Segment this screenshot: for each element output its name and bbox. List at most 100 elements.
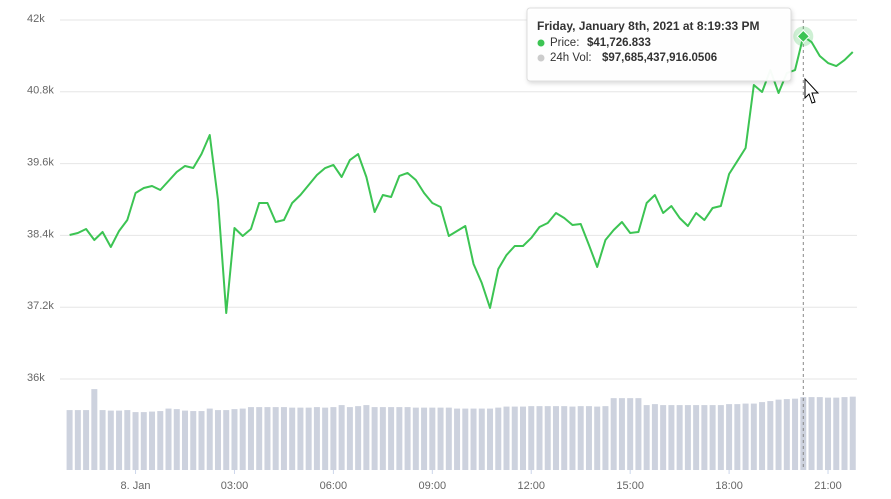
volume-bar bbox=[552, 406, 559, 470]
volume-bar bbox=[717, 405, 724, 470]
tooltip-box bbox=[526, 7, 792, 82]
volume-bar bbox=[544, 406, 551, 470]
volume-bar bbox=[660, 405, 667, 470]
tooltip-label: Price: bbox=[550, 37, 579, 49]
volume-bar bbox=[775, 399, 782, 470]
volume-bar bbox=[478, 408, 485, 470]
volume-bar bbox=[396, 407, 403, 470]
volume-bar bbox=[379, 407, 386, 470]
volume-bar bbox=[313, 407, 320, 470]
volume-bar bbox=[635, 398, 642, 470]
volume-bar bbox=[808, 397, 815, 470]
volume-bar bbox=[214, 410, 221, 470]
volume-bar bbox=[231, 409, 238, 470]
x-tick-label: 8. Jan bbox=[121, 480, 151, 492]
volume-bar bbox=[297, 407, 304, 470]
volume-bar bbox=[223, 410, 230, 470]
mouse-cursor bbox=[804, 77, 820, 104]
hover-marker bbox=[796, 29, 811, 44]
volume-bar bbox=[74, 410, 81, 470]
volume-bar bbox=[783, 399, 790, 470]
volume-bar bbox=[734, 404, 741, 470]
volume-bar bbox=[602, 406, 609, 470]
volume-bar bbox=[726, 404, 733, 470]
volume-bar bbox=[149, 411, 156, 470]
volume-bar bbox=[66, 410, 73, 470]
volume-bar bbox=[709, 405, 716, 470]
volume-bar bbox=[355, 406, 362, 470]
volume-bar bbox=[618, 398, 625, 470]
volume-bar bbox=[330, 407, 337, 470]
volume-bar bbox=[99, 410, 106, 470]
volume-bar bbox=[767, 401, 774, 470]
volume-bar bbox=[371, 407, 378, 470]
volume-bar bbox=[445, 407, 452, 470]
y-tick-label: 40.8k bbox=[27, 85, 54, 97]
volume-bar bbox=[429, 407, 436, 470]
volume-bar bbox=[651, 404, 658, 470]
tooltip-value: $41,726.833 bbox=[587, 37, 651, 49]
volume-bar bbox=[107, 410, 114, 470]
volume-bar bbox=[594, 406, 601, 470]
volume-bar bbox=[841, 397, 848, 470]
y-tick-label: 39.6k bbox=[27, 157, 54, 169]
price-line bbox=[69, 35, 854, 314]
x-tick-label: 03:00 bbox=[221, 480, 249, 492]
volume-bar bbox=[462, 408, 469, 470]
volume-bar bbox=[305, 407, 312, 470]
volume-bar bbox=[569, 406, 576, 470]
tooltip-dot bbox=[537, 54, 545, 62]
volume-bar bbox=[849, 396, 856, 470]
volume-bar bbox=[520, 406, 527, 470]
volume-bar bbox=[83, 410, 90, 470]
x-tick-label: 15:00 bbox=[616, 480, 644, 492]
volume-bar bbox=[495, 407, 502, 470]
volume-bar bbox=[528, 406, 535, 470]
volume-bar bbox=[124, 410, 131, 470]
volume-bar bbox=[140, 412, 147, 470]
volume-bar bbox=[198, 411, 205, 470]
volume-bar bbox=[585, 406, 592, 470]
volume-bar bbox=[132, 412, 139, 470]
volume-bar bbox=[470, 408, 477, 470]
volume-bar bbox=[693, 405, 700, 470]
volume-bar bbox=[363, 405, 370, 470]
volume-bar bbox=[536, 406, 543, 470]
volume-bar bbox=[684, 405, 691, 470]
volume-bar bbox=[116, 410, 123, 470]
volume-bar bbox=[511, 406, 518, 470]
volume-bar bbox=[280, 407, 287, 470]
volume-bar bbox=[610, 398, 617, 470]
volume-bar bbox=[437, 407, 444, 470]
tooltip-dot bbox=[537, 39, 545, 47]
volume-bar bbox=[173, 409, 180, 470]
volume-bar bbox=[388, 407, 395, 470]
volume-bar bbox=[454, 408, 461, 470]
volume-bar bbox=[272, 407, 279, 470]
y-tick-label: 42k bbox=[27, 13, 45, 25]
tooltip-label: 24h Vol: bbox=[550, 52, 592, 64]
volume-bar bbox=[322, 407, 329, 470]
volume-bar bbox=[404, 407, 411, 470]
volume-bar bbox=[487, 408, 494, 470]
volume-bar bbox=[668, 405, 675, 470]
volume-bar bbox=[792, 398, 799, 470]
volume-bar bbox=[833, 397, 840, 470]
volume-bar bbox=[627, 398, 634, 470]
x-tick-label: 18:00 bbox=[715, 480, 743, 492]
volume-bar bbox=[338, 405, 345, 470]
volume-bar bbox=[91, 389, 98, 470]
volume-bar bbox=[676, 405, 683, 470]
volume-bar bbox=[800, 397, 807, 470]
y-tick-label: 38.4k bbox=[27, 228, 54, 240]
volume-bar bbox=[643, 405, 650, 470]
volume-bar bbox=[816, 397, 823, 470]
y-tick-label: 37.2k bbox=[27, 300, 54, 312]
volume-bar bbox=[750, 403, 757, 470]
volume-bar bbox=[742, 403, 749, 470]
x-tick-label: 12:00 bbox=[517, 480, 545, 492]
volume-bar bbox=[561, 406, 568, 470]
tooltip: Friday, January 8th, 2021 at 8:19:33 PM … bbox=[526, 7, 792, 82]
